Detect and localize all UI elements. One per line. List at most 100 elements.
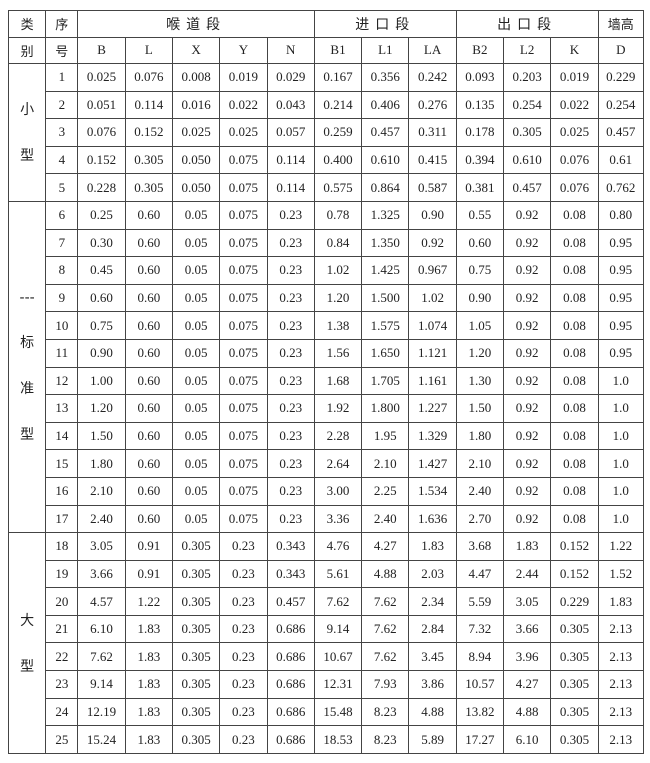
cell-l1: 1.575 bbox=[361, 311, 410, 340]
cell-l1: 1.650 bbox=[361, 338, 410, 368]
cell-l: 0.114 bbox=[124, 90, 173, 120]
cell-n: 0.23 bbox=[266, 476, 315, 506]
column-header-b2: B2 bbox=[455, 36, 505, 64]
cell-d: 0.457 bbox=[597, 118, 645, 147]
row-index: 11 bbox=[45, 338, 79, 368]
cell-b1: 0.575 bbox=[313, 173, 363, 202]
cell-b: 15.24 bbox=[77, 725, 126, 754]
table-row: 22 7.62 1.83 0.305 0.23 0.686 10.67 7.62 3.45 8.9… bbox=[9, 642, 645, 672]
cell-k: 0.152 bbox=[550, 559, 599, 589]
row-index: 13 bbox=[45, 394, 79, 423]
cell-l: 0.60 bbox=[124, 394, 173, 423]
cell-x: 0.305 bbox=[171, 670, 221, 699]
cell-x: 0.016 bbox=[171, 90, 221, 120]
cell-y: 0.23 bbox=[219, 532, 268, 561]
cell-n: 0.23 bbox=[266, 449, 315, 478]
cell-l: 0.60 bbox=[124, 449, 173, 478]
category-cell: --- 标准型 bbox=[7, 200, 47, 534]
cell-y: 0.075 bbox=[219, 200, 268, 230]
cell-y: 0.075 bbox=[219, 311, 268, 340]
cell-b: 7.62 bbox=[77, 642, 126, 672]
cell-l1: 2.40 bbox=[361, 504, 410, 534]
cell-b1: 12.31 bbox=[313, 670, 363, 699]
cell-n: 0.029 bbox=[266, 63, 315, 92]
cell-l1: 7.62 bbox=[361, 614, 410, 644]
cell-d: 2.13 bbox=[597, 697, 645, 727]
cell-x: 0.05 bbox=[171, 421, 221, 451]
cell-b1: 0.214 bbox=[313, 90, 363, 120]
row-index: 7 bbox=[45, 228, 79, 258]
cell-n: 0.23 bbox=[266, 311, 315, 340]
cell-l2: 0.92 bbox=[503, 311, 552, 340]
row-index: 10 bbox=[45, 311, 79, 340]
cell-l: 0.91 bbox=[124, 532, 173, 561]
cell-b2: 0.135 bbox=[455, 90, 505, 120]
table-row: 25 15.24 1.83 0.305 0.23 0.686 18.53 8.23 5.89 17… bbox=[9, 725, 645, 754]
cell-b1: 7.62 bbox=[313, 587, 363, 616]
cell-b: 0.90 bbox=[77, 338, 126, 368]
table-row: 12 1.00 0.60 0.05 0.075 0.23 1.68 1.705 1.161 1.3… bbox=[9, 366, 645, 396]
cell-d: 0.95 bbox=[597, 256, 645, 285]
column-header-b: B bbox=[77, 36, 126, 64]
cell-k: 0.08 bbox=[550, 421, 599, 451]
cell-k: 0.076 bbox=[550, 145, 599, 175]
row-index: 4 bbox=[45, 145, 79, 175]
cell-b1: 3.36 bbox=[313, 504, 363, 534]
cell-y: 0.075 bbox=[219, 256, 268, 285]
table-row: 19 3.66 0.91 0.305 0.23 0.343 5.61 4.88 2.03 4.47… bbox=[9, 559, 645, 589]
cell-b: 4.57 bbox=[77, 587, 126, 616]
cell-k: 0.08 bbox=[550, 256, 599, 285]
row-index: 22 bbox=[45, 642, 79, 672]
cell-b1: 1.20 bbox=[313, 283, 363, 313]
cell-l1: 1.705 bbox=[361, 366, 410, 396]
cell-b2: 1.50 bbox=[455, 394, 505, 423]
cell-l: 0.305 bbox=[124, 145, 173, 175]
cell-n: 0.686 bbox=[266, 725, 315, 754]
row-index: 3 bbox=[45, 118, 79, 147]
cell-k: 0.076 bbox=[550, 173, 599, 202]
cell-l2: 3.96 bbox=[503, 642, 552, 672]
cell-l2: 4.88 bbox=[503, 697, 552, 727]
cell-x: 0.05 bbox=[171, 228, 221, 258]
cell-l1: 4.88 bbox=[361, 559, 410, 589]
cell-b2: 0.381 bbox=[455, 173, 505, 202]
cell-l2: 4.27 bbox=[503, 670, 552, 699]
table-row: 23 9.14 1.83 0.305 0.23 0.686 12.31 7.93 3.86 10.… bbox=[9, 670, 645, 699]
cell-d: 0.61 bbox=[597, 145, 645, 175]
cell-b: 3.66 bbox=[77, 559, 126, 589]
cell-la: 1.121 bbox=[408, 338, 457, 368]
cell-l2: 0.610 bbox=[503, 145, 552, 175]
category-label: 小型 bbox=[9, 99, 45, 165]
cell-la: 4.88 bbox=[408, 697, 457, 727]
cell-b1: 2.28 bbox=[313, 421, 363, 451]
cell-n: 0.343 bbox=[266, 532, 315, 561]
cell-d: 1.0 bbox=[597, 504, 645, 534]
cell-d: 0.95 bbox=[597, 338, 645, 368]
column-header-x: X bbox=[171, 36, 221, 64]
cell-k: 0.08 bbox=[550, 228, 599, 258]
column-header-k: K bbox=[550, 36, 599, 64]
cell-d: 1.0 bbox=[597, 449, 645, 478]
cell-b1: 0.84 bbox=[313, 228, 363, 258]
cell-l2: 0.92 bbox=[503, 394, 552, 423]
cell-b1: 18.53 bbox=[313, 725, 363, 754]
cell-b2: 0.90 bbox=[455, 283, 505, 313]
cell-l: 0.60 bbox=[124, 228, 173, 258]
row-index: 12 bbox=[45, 366, 79, 396]
cell-d: 2.13 bbox=[597, 670, 645, 699]
cell-x: 0.05 bbox=[171, 283, 221, 313]
cell-y: 0.23 bbox=[219, 670, 268, 699]
column-header-l1: L1 bbox=[361, 36, 410, 64]
cell-l2: 0.92 bbox=[503, 200, 552, 230]
cell-l1: 1.325 bbox=[361, 200, 410, 230]
row-index: 9 bbox=[45, 283, 79, 313]
cell-b1: 1.92 bbox=[313, 394, 363, 423]
cell-b1: 3.00 bbox=[313, 476, 363, 506]
cell-l1: 7.93 bbox=[361, 670, 410, 699]
category-char: 准 bbox=[20, 381, 35, 398]
column-header-b1: B1 bbox=[313, 36, 363, 64]
table-row: 10 0.75 0.60 0.05 0.075 0.23 1.38 1.575 1.074 1.0… bbox=[9, 311, 645, 340]
cell-n: 0.23 bbox=[266, 394, 315, 423]
table-row: --- 标准型 6 0.25 0.60 0.05 0.075 0.23 0.78 1.325 0.9… bbox=[7, 200, 645, 534]
cell-y: 0.23 bbox=[219, 697, 268, 727]
